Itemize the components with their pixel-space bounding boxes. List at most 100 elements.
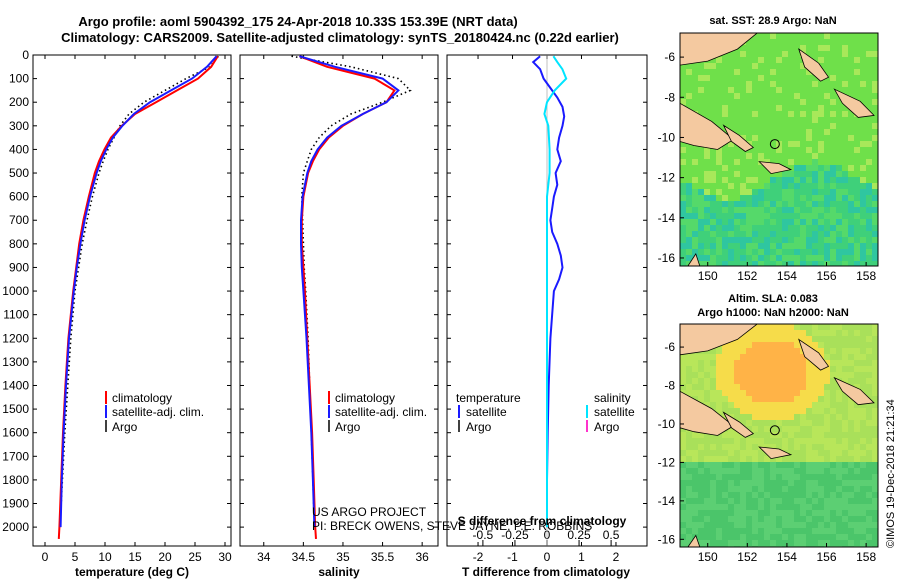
- field-cell: [740, 207, 746, 213]
- field-cell: [806, 51, 812, 57]
- field-cell: [752, 528, 758, 534]
- field-cell: [866, 39, 872, 45]
- field-cell: [698, 498, 704, 504]
- field-cell: [842, 237, 848, 243]
- field-cell: [836, 69, 842, 75]
- field-cell: [680, 516, 686, 522]
- field-cell: [806, 462, 812, 468]
- field-cell: [800, 456, 806, 462]
- field-cell: [788, 123, 794, 129]
- field-cell: [836, 396, 842, 402]
- field-cell: [686, 207, 692, 213]
- field-cell: [716, 396, 722, 402]
- field-cell: [686, 87, 692, 93]
- field-cell: [842, 468, 848, 474]
- field-cell: [830, 57, 836, 63]
- field-cell: [830, 123, 836, 129]
- field-cell: [866, 141, 872, 147]
- field-cell: [842, 462, 848, 468]
- field-cell: [848, 135, 854, 141]
- field-cell: [818, 135, 824, 141]
- field-cell: [872, 195, 878, 201]
- field-cell: [698, 522, 704, 528]
- field-cell: [824, 486, 830, 492]
- field-cell: [686, 177, 692, 183]
- field-cell: [746, 414, 752, 420]
- field-cell: [794, 516, 800, 522]
- field-cell: [728, 93, 734, 99]
- field-cell: [710, 105, 716, 111]
- field-cell: [842, 330, 848, 336]
- field-cell: [758, 522, 764, 528]
- field-cell: [746, 201, 752, 207]
- field-cell: [758, 183, 764, 189]
- field-cell: [800, 255, 806, 261]
- field-cell: [860, 99, 866, 105]
- field-cell: [794, 324, 800, 330]
- field-cell: [740, 408, 746, 414]
- field-cell: [866, 528, 872, 534]
- field-cell: [734, 522, 740, 528]
- field-cell: [758, 414, 764, 420]
- field-cell: [776, 498, 782, 504]
- field-cell: [794, 171, 800, 177]
- field-cell: [782, 57, 788, 63]
- field-cell: [794, 504, 800, 510]
- field-cell: [800, 63, 806, 69]
- field-cell: [818, 183, 824, 189]
- field-cell: [860, 219, 866, 225]
- field-cell: [860, 225, 866, 231]
- field-cell: [710, 195, 716, 201]
- field-cell: [680, 456, 686, 462]
- field-cell: [752, 255, 758, 261]
- field-cell: [740, 534, 746, 540]
- t-difference-axis-label: T difference from climatology: [462, 565, 630, 579]
- field-cell: [848, 183, 854, 189]
- field-cell: [728, 87, 734, 93]
- field-cell: [830, 426, 836, 432]
- field-cell: [758, 396, 764, 402]
- field-cell: [806, 498, 812, 504]
- field-cell: [872, 480, 878, 486]
- field-cell: [746, 231, 752, 237]
- field-cell: [752, 414, 758, 420]
- lon-tick-label: 152: [737, 269, 757, 283]
- field-cell: [698, 153, 704, 159]
- field-cell: [842, 324, 848, 330]
- top-tick-label: 0.25: [567, 528, 591, 542]
- field-cell: [764, 105, 770, 111]
- field-cell: [794, 468, 800, 474]
- field-cell: [872, 420, 878, 426]
- field-cell: [758, 75, 764, 81]
- field-cell: [692, 354, 698, 360]
- field-cell: [728, 219, 734, 225]
- field-cell: [710, 93, 716, 99]
- field-cell: [740, 45, 746, 51]
- field-cell: [764, 396, 770, 402]
- field-cell: [680, 93, 686, 99]
- field-cell: [860, 510, 866, 516]
- field-cell: [836, 492, 842, 498]
- field-cell: [782, 225, 788, 231]
- field-cell: [812, 123, 818, 129]
- field-cell: [692, 165, 698, 171]
- field-cell: [854, 117, 860, 123]
- field-cell: [764, 414, 770, 420]
- field-cell: [806, 516, 812, 522]
- field-cell: [782, 342, 788, 348]
- field-cell: [806, 504, 812, 510]
- field-cell: [788, 237, 794, 243]
- field-cell: [854, 45, 860, 51]
- field-cell: [680, 444, 686, 450]
- field-cell: [866, 510, 872, 516]
- field-cell: [722, 69, 728, 75]
- field-cell: [830, 330, 836, 336]
- field-cell: [800, 111, 806, 117]
- field-cell: [710, 474, 716, 480]
- field-cell: [794, 510, 800, 516]
- field-cell: [860, 87, 866, 93]
- field-cell: [854, 243, 860, 249]
- field-cell: [770, 510, 776, 516]
- field-cell: [746, 474, 752, 480]
- field-cell: [716, 99, 722, 105]
